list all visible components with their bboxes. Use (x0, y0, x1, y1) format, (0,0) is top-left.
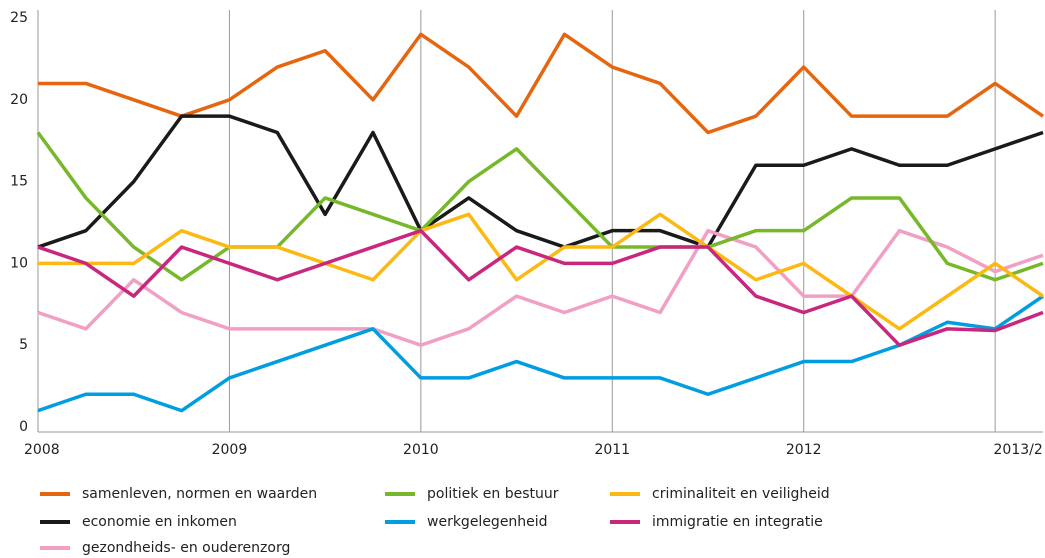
series-line (38, 212, 1044, 331)
legend-label: werkgelegenheid (427, 514, 548, 530)
series-line (37, 228, 1044, 347)
x-tick-label: 2009 (212, 442, 248, 458)
x-tick-label: 2011 (594, 442, 630, 458)
x-tick-label: 2012 (786, 442, 822, 458)
y-tick-label: 10 (10, 255, 28, 271)
legend-label: politiek en bestuur (427, 486, 559, 502)
x-tick-label: 2013/2 (994, 442, 1043, 458)
legend-label: criminaliteit en veiligheid (652, 486, 830, 502)
series-line (37, 114, 1044, 249)
y-tick-label: 25 (10, 10, 28, 26)
legend-label: gezondheids- en ouderenzorg (82, 540, 290, 556)
x-tick-label: 2010 (403, 442, 439, 458)
series-line (37, 228, 1044, 347)
y-tick-label: 0 (19, 419, 28, 435)
y-tick-label: 20 (10, 92, 28, 108)
x-tick-label: 2008 (24, 442, 60, 458)
legend-label: economie en inkomen (82, 514, 237, 530)
legend-label: immigratie en integratie (652, 514, 823, 530)
y-tick-label: 5 (19, 337, 28, 353)
series-line (38, 32, 1044, 135)
y-tick-label: 15 (10, 174, 28, 190)
series-line (36, 131, 1044, 282)
series-line (37, 294, 1044, 413)
legend-label: samenleven, normen en waarden (82, 486, 317, 502)
